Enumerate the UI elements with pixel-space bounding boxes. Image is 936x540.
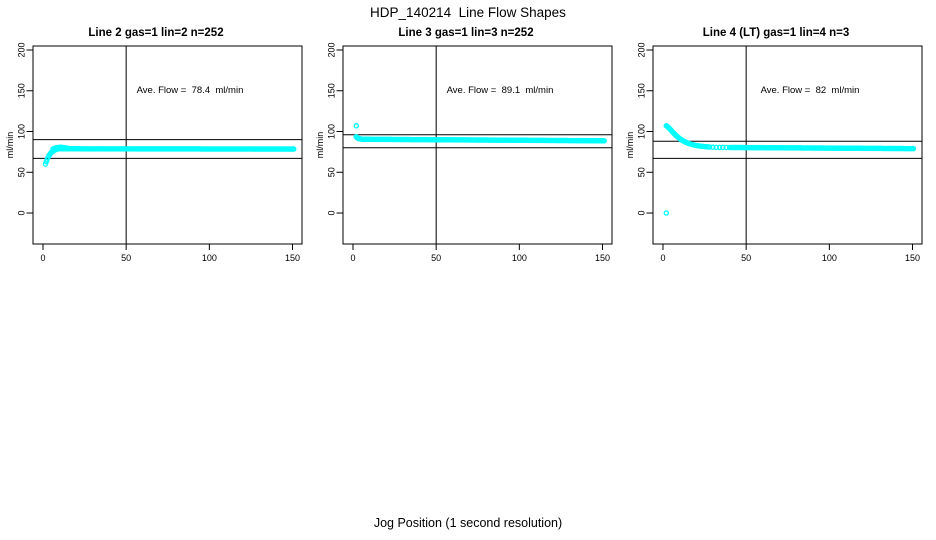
x-tick-label: 50: [431, 253, 441, 263]
x-tick-label: 50: [121, 253, 131, 263]
data-point: [601, 138, 607, 144]
x-tick-label: 0: [40, 253, 45, 263]
data-point: [706, 144, 713, 150]
y-tick-label: 200: [326, 42, 336, 57]
x-tick-label: 100: [822, 253, 837, 263]
panel-2-title: Line 3 gas=1 lin=3 n=252: [398, 27, 534, 39]
data-point: [663, 210, 670, 216]
x-tick-label: 150: [905, 253, 920, 263]
panel-2-plot: 0 50 100 150 0 50 100 150 200: [326, 42, 613, 263]
data-point: [686, 140, 692, 147]
plot-box: [342, 45, 613, 245]
x-tick-label: 100: [202, 253, 217, 263]
main-title: HDP_140214 Line Flow Shapes: [370, 5, 566, 20]
data-point: [716, 144, 723, 151]
y-tick-label: 200: [636, 42, 646, 57]
panel-3-title: Line 4 (LT) gas=1 lin=4 n=3: [702, 27, 850, 39]
y-tick-label: 0: [636, 211, 646, 216]
y-tick-label: 50: [636, 167, 646, 177]
y-tick-label: 0: [326, 211, 336, 216]
x-axis-label: Jog Position (1 second resolution): [373, 516, 563, 530]
panel-1-y-axis-label: ml/min: [5, 131, 15, 159]
data-point: [910, 145, 917, 152]
y-tick-label: 150: [326, 83, 336, 98]
panel-2-ave-flow-annotation: Ave. Flow = 89.1 ml/min: [446, 85, 554, 96]
data-point: [291, 146, 297, 152]
data-point: [42, 161, 49, 167]
data-point: [353, 123, 360, 129]
data-point: [713, 144, 719, 151]
x-tick-label: 100: [512, 253, 527, 263]
panel-3-plot: 0 50 100 150 0 50 100 150 200: [636, 42, 923, 263]
plot-box: [652, 45, 923, 245]
data-point: [723, 144, 729, 151]
y-tick-label: 100: [16, 124, 26, 139]
y-tick-label: 0: [16, 211, 26, 216]
x-tick-label: 0: [660, 253, 665, 263]
x-tick-label: 150: [595, 253, 610, 263]
x-tick-label: 50: [741, 253, 751, 263]
data-point: [710, 144, 716, 150]
panel-1-plot: 0 50 100 150 0 50 100 150 200: [16, 42, 303, 263]
panel-3-ave-flow-annotation: Ave. Flow = 82 ml/min: [760, 85, 860, 96]
y-tick-label: 100: [636, 124, 646, 139]
y-tick-label: 200: [16, 42, 26, 57]
y-tick-label: 50: [326, 167, 336, 177]
x-tick-label: 0: [350, 253, 355, 263]
plot-box: [32, 45, 303, 245]
panel-1-ave-flow-annotation: Ave. Flow = 78.4 ml/min: [136, 85, 244, 96]
panel-3-y-axis-label: ml/min: [625, 131, 635, 159]
y-tick-label: 50: [16, 167, 26, 177]
panel-1-title: Line 2 gas=1 lin=2 n=252: [88, 27, 224, 39]
x-tick-label: 150: [285, 253, 300, 263]
panel-2-y-axis-label: ml/min: [315, 131, 325, 159]
y-tick-label: 100: [326, 124, 336, 139]
y-tick-label: 150: [16, 83, 26, 98]
data-point: [720, 144, 726, 151]
y-tick-label: 150: [636, 83, 646, 98]
